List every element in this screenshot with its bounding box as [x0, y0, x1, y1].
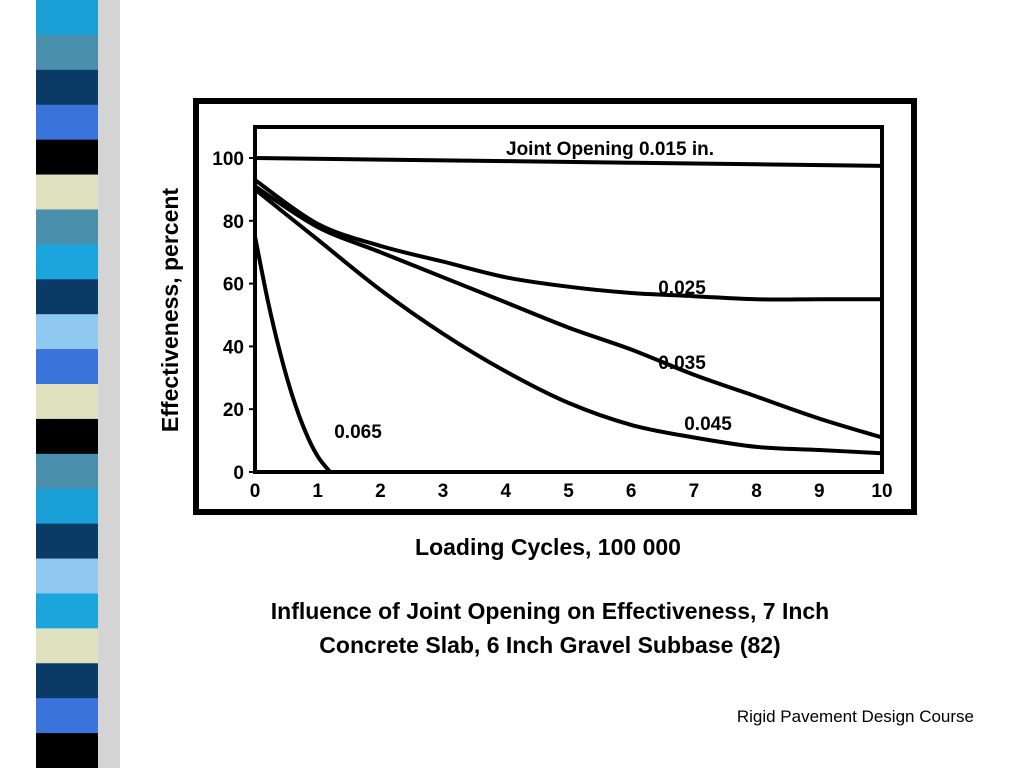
x-tick-label: 1 [312, 481, 323, 502]
y-tick-label: 60 [223, 275, 244, 296]
stripe-segment [36, 663, 98, 700]
stripe-segment [36, 488, 98, 525]
x-tick-label: 2 [375, 481, 386, 502]
y-tick-label: 100 [212, 149, 244, 170]
stripe-segment [36, 314, 98, 351]
stripe-segment [36, 0, 98, 36]
curve-5 [253, 234, 333, 474]
stripe-segment [36, 593, 98, 630]
stripe-shadow [98, 0, 120, 768]
footer-text: Rigid Pavement Design Course [736, 707, 974, 726]
stripe-segment [36, 384, 98, 420]
stripe-segment [36, 733, 98, 768]
x-tick-label: 4 [501, 481, 512, 502]
stripe-segment [36, 69, 98, 106]
curve-label-1: Joint Opening 0.015 in. [506, 139, 714, 160]
curve-labels: Joint Opening 0.015 in. 0.025 0.035 0.045 0.… [334, 139, 732, 443]
stripe-segment [36, 453, 98, 490]
x-tick-label: 7 [689, 481, 700, 502]
curve-label-4: 0.045 [684, 414, 732, 435]
stripe-segment [36, 209, 98, 246]
curves [253, 156, 884, 474]
x-axis-title: Loading Cycles, 100 000 [415, 534, 681, 560]
stripe-segment [36, 139, 98, 176]
stripe-segment [36, 349, 98, 385]
x-tick-label: 8 [751, 481, 762, 502]
y-tick-label: 80 [223, 212, 244, 233]
stripe-segment [36, 174, 98, 211]
curve-4 [253, 187, 884, 456]
stripe-segment [36, 279, 98, 316]
x-tick-label: 9 [814, 481, 825, 502]
decorative-stripe-bar [36, 0, 120, 768]
curve-2 [253, 178, 884, 302]
curve-3 [253, 184, 884, 440]
stripe-segment [36, 558, 98, 595]
y-tick-label: 20 [223, 400, 244, 421]
y-axis-title: Effectiveness, percent [157, 188, 183, 433]
y-axis-ticks: 0 20 40 60 80 100 [212, 149, 255, 484]
x-tick-label: 0 [250, 481, 261, 502]
x-tick-label: 10 [871, 481, 892, 502]
caption-line-2: Concrete Slab, 6 Inch Gravel Subbase (82… [319, 632, 781, 658]
stripe-segment [36, 628, 98, 665]
stripe-segment [36, 34, 98, 71]
stripe-segment [36, 418, 98, 455]
stripe-segment [36, 244, 98, 281]
curve-1 [253, 156, 884, 168]
y-tick-label: 40 [223, 337, 244, 358]
curve-label-5: 0.065 [334, 422, 382, 443]
chart-frame [193, 98, 917, 515]
curve-label-2: 0.025 [658, 278, 706, 299]
x-tick-label: 5 [563, 481, 574, 502]
y-tick-label: 0 [233, 463, 244, 484]
stripe-segment [36, 104, 98, 141]
x-tick-label: 3 [438, 481, 449, 502]
x-axis-ticks: 0 1 2 3 4 5 6 7 8 9 10 [250, 481, 893, 502]
stripe-segment [36, 523, 98, 560]
curve-label-3: 0.035 [658, 353, 706, 374]
caption-line-1: Influence of Joint Opening on Effectiven… [270, 598, 830, 624]
stripe-segment [36, 698, 98, 735]
slide-caption: Influence of Joint Opening on Effectiven… [150, 594, 950, 662]
x-tick-label: 6 [626, 481, 637, 502]
